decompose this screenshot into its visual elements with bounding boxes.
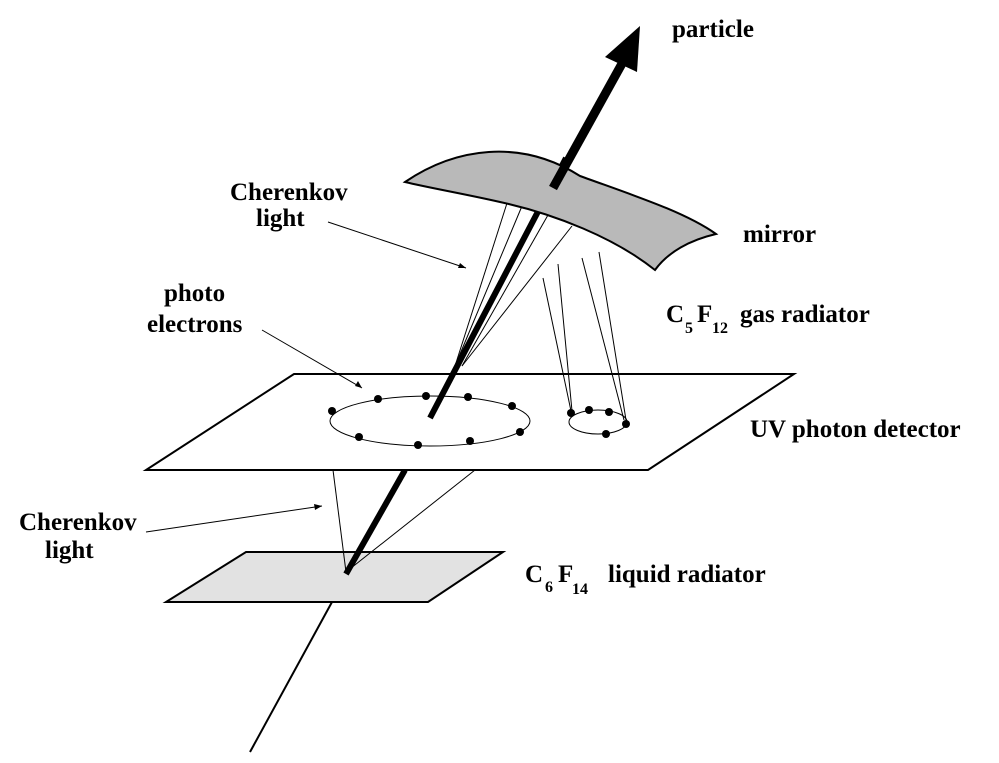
cherenkov-top-leader (327, 221, 467, 269)
liquid-radiator-plane (162, 551, 507, 603)
gas-radiator-c-sub: 5 (685, 320, 693, 337)
gas-radiator-f: F (697, 301, 712, 328)
liquid-cherenkov-ray-right (345, 469, 476, 573)
photo-electron-dot (585, 406, 593, 414)
photo-electron-dot (567, 409, 575, 417)
liquid-radiator-text: liquid radiator (608, 561, 766, 588)
uv-photon-detector-plane (142, 373, 798, 471)
photo-electron-dot (422, 392, 430, 400)
photo-electron-dot (464, 393, 472, 401)
cherenkov-top-leader-tip (458, 263, 466, 268)
photo-electron-dot (355, 433, 363, 441)
photo-electron-dot (605, 408, 613, 416)
liquid-radiator-c: C (525, 561, 543, 588)
photo-electrons-leader (261, 329, 363, 389)
cherenkov-bottom-label-line2: light (45, 537, 94, 564)
photo-electron-dot (602, 430, 610, 438)
cherenkov-bottom-label-line1: Cherenkov (19, 509, 137, 536)
photo-electron-dot (466, 437, 474, 445)
particle-arrowhead (605, 26, 640, 72)
cherenkov-top-label-line2: light (256, 205, 305, 232)
gas-radiator-label: C 5 F 12 gas radiator (666, 301, 870, 337)
liquid-radiator-f-sub: 14 (572, 581, 588, 598)
particle-track-mid (343, 468, 408, 576)
photo-electrons-label-line1: photo (164, 280, 225, 307)
photo-electron-dot (328, 407, 336, 415)
particle-label: particle (672, 16, 754, 43)
gas-radiator-c: C (666, 301, 684, 328)
photo-electron-dot (622, 420, 630, 428)
gas-radiator-f-sub: 12 (712, 320, 728, 337)
particle-track-top (549, 57, 628, 191)
liquid-cherenkov-ray-left (332, 469, 347, 573)
gas-radiator-text: gas radiator (740, 301, 870, 328)
cherenkov-bottom-leader (145, 505, 323, 533)
photo-electron-dots (328, 392, 630, 449)
cherenkov-top-label-line1: Cherenkov (230, 179, 348, 206)
liquid-radiator-c-sub: 6 (545, 579, 553, 596)
photo-electrons-label-line2: electrons (147, 311, 243, 338)
mirror-label: mirror (743, 221, 816, 248)
photo-electron-dot (414, 441, 422, 449)
gas-cherenkov-rays (454, 199, 627, 421)
uv-photon-detector-label: UV photon detector (750, 416, 961, 443)
photo-electron-dot (374, 395, 382, 403)
photo-electron-dot (516, 428, 524, 436)
particle-track-lower (249, 601, 333, 753)
photo-electrons-leader-tip (355, 381, 362, 388)
photo-electron-dot (508, 402, 516, 410)
spherical-mirror (402, 150, 719, 272)
liquid-radiator-f: F (558, 561, 573, 588)
cherenkov-bottom-leader-tip (314, 504, 322, 510)
liquid-radiator-label: C 6 F 14 liquid radiator (525, 561, 766, 598)
